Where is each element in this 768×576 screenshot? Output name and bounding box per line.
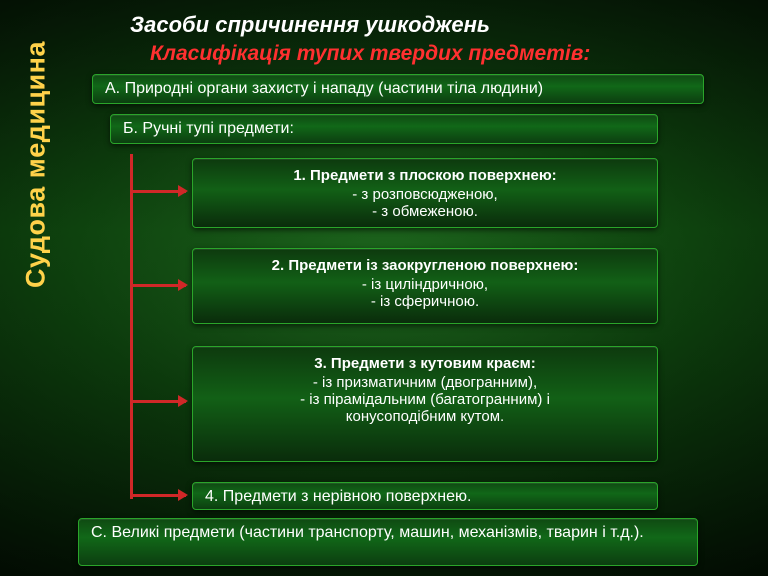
item-line: - з обмеженою. — [209, 203, 641, 220]
item-box-3: 3. Предмети з кутовим краєм: - із призма… — [192, 346, 658, 462]
item-line: - із сферичною. — [209, 293, 641, 310]
connector-branch — [130, 494, 186, 497]
connector-branch — [130, 190, 186, 193]
connector-trunk — [130, 154, 133, 499]
item-head: 2. Предмети із заокругленою поверхнею: — [209, 257, 641, 274]
side-label: Судова медицина — [21, 41, 52, 288]
page-title: Засоби спричинення ушкоджень — [130, 12, 490, 38]
item-line: - із циліндричною, — [209, 276, 641, 293]
item-box-2: 2. Предмети із заокругленою поверхнею: -… — [192, 248, 658, 324]
item-box-1: 1. Предмети з плоскою поверхнею: - з роз… — [192, 158, 658, 228]
page-subtitle: Класифікація тупих твердих предметів: — [150, 42, 590, 66]
connector-branch — [130, 400, 186, 403]
section-c-bar: С. Великі предмети (частини транспорту, … — [78, 518, 698, 566]
item-line: - із пірамідальним (багатогранним) і — [209, 391, 641, 408]
section-b-bar: Б. Ручні тупі предмети: — [110, 114, 658, 144]
item-line: - з розповсюдженою, — [209, 186, 641, 203]
connector-branch — [130, 284, 186, 287]
item-line: конусоподібним кутом. — [209, 408, 641, 425]
item-line: - із призматичним (двогранним), — [209, 374, 641, 391]
item-head: 1. Предмети з плоскою поверхнею: — [209, 167, 641, 184]
item-bar-4: 4. Предмети з нерівною поверхнею. — [192, 482, 658, 510]
section-a-bar: A. Природні органи захисту і нападу (час… — [92, 74, 704, 104]
item-head: 3. Предмети з кутовим краєм: — [209, 355, 641, 372]
